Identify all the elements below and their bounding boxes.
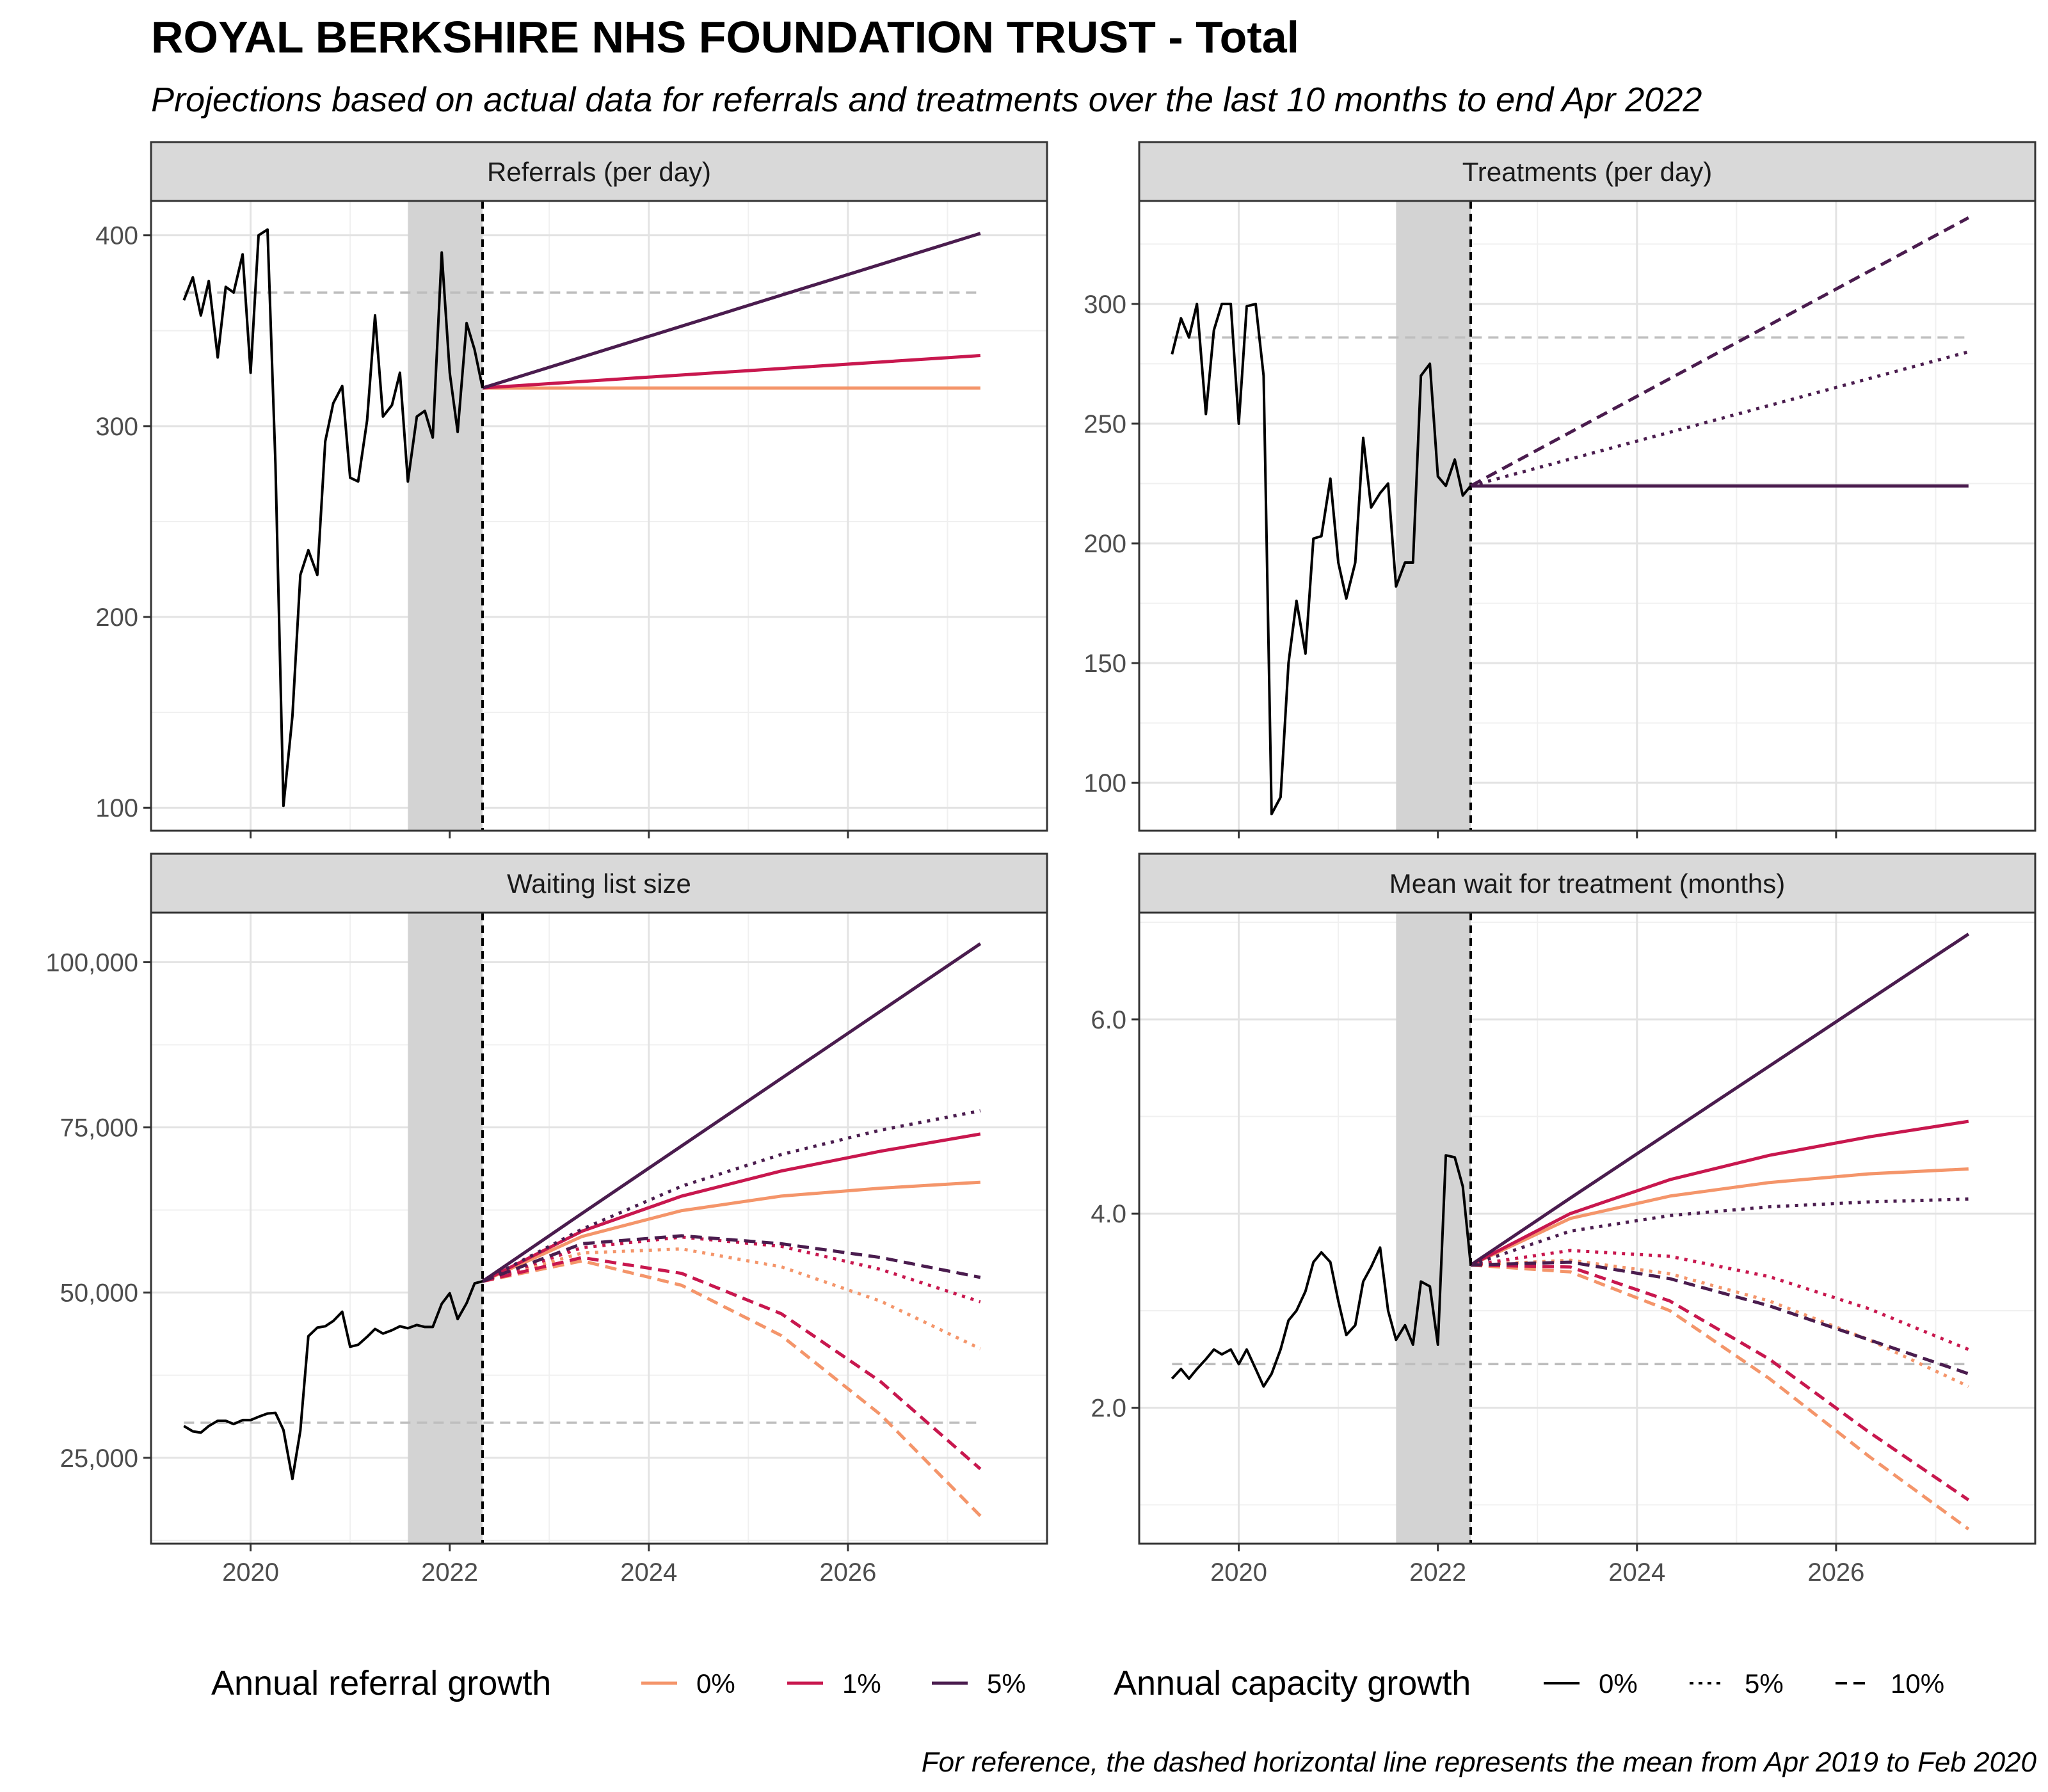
panel-strip-label: Mean wait for treatment (months) [1389,868,1786,899]
panel-border [150,200,1048,832]
actual-series [1171,1154,1472,1388]
projection-series-8 [482,1234,981,1283]
panel-strip-label: Waiting list size [507,868,691,899]
actual-series [1171,302,1472,815]
y-tick-label: 300 [1084,291,1126,319]
projection-series-5 [1470,1197,1969,1267]
panel-1: Treatments (per day) 100 150 200 250 300 [1084,141,2036,838]
projection-series-7 [1470,1263,1970,1501]
projection-series-0 [1469,1167,1969,1267]
projection-series-7 [482,1256,982,1471]
projection-series-6 [1470,1263,1970,1531]
projection-series-1 [481,1132,981,1283]
y-tick-label: 6.0 [1091,1006,1126,1034]
panel-0: Referrals (per day) 100 200 300 400 [95,141,1048,838]
legend-label-referral-0: 0% [696,1668,735,1699]
panel-strip [150,141,1048,202]
training-window [408,913,483,1544]
x-tick-label: 2026 [1807,1558,1864,1587]
panel-strip-label: Treatments (per day) [1462,157,1713,187]
training-window [1396,913,1471,1544]
panel-background [1139,913,2035,1544]
legend-referral-growth: Annual referral growth 0% 1% 5% [211,1664,1026,1702]
projection-series-3 [482,1247,981,1350]
panel-border [1138,200,2036,832]
y-tick-label: 100 [1084,769,1126,797]
y-tick-label: 200 [95,604,138,632]
y-tick-label: 4.0 [1091,1200,1126,1228]
panel-border [1138,911,2036,1545]
projection-series-1 [482,354,980,390]
panel-strip [1138,852,2036,914]
actual-series [183,1280,483,1480]
y-tick-label: 100,000 [45,948,138,977]
y-tick-label: 25,000 [60,1444,138,1473]
y-tick-label: 100 [95,794,138,822]
x-tick-label: 2026 [819,1558,876,1587]
facet-panels: Referrals (per day) 100 200 300 400 Treatment… [45,141,2036,1587]
chart-caption: For reference, the dashed horizontal lin… [922,1747,2037,1778]
training-window [1396,201,1471,831]
projection-series-2 [481,942,982,1283]
x-tick-label: 2020 [222,1558,279,1587]
panel-border [150,911,1048,1545]
legend-capacity-title: Annual capacity growth [1114,1664,1471,1702]
projection-series-4 [1470,1249,1969,1351]
panel-3: Mean wait for treatment (months) 2.0 4.0 6.… [1091,852,2036,1587]
panel-background [1139,201,2035,831]
y-tick-label: 300 [95,413,138,441]
projection-series-6 [482,1259,982,1517]
panel-strip [150,852,1048,914]
legend-label-capacity-1: 5% [1745,1668,1784,1699]
projection-series-2 [1469,216,1969,488]
y-tick-label: 150 [1084,650,1126,678]
chart-title: ROYAL BERKSHIRE NHS FOUNDATION TRUST - T… [151,12,1299,62]
y-tick-label: 250 [1084,410,1126,438]
x-tick-label: 2022 [421,1558,478,1587]
y-tick-label: 200 [1084,530,1126,558]
actual-series [182,228,484,808]
y-tick-label: 75,000 [60,1114,138,1142]
y-tick-label: 50,000 [60,1279,138,1308]
projection-series-8 [1470,1260,1969,1375]
legend-label-capacity-0: 0% [1599,1668,1638,1699]
x-tick-label: 2024 [1608,1558,1665,1587]
panel-strip-label: Referrals (per day) [487,157,711,187]
x-tick-label: 2020 [1210,1558,1267,1587]
legend-label-referral-2: 5% [987,1668,1026,1699]
panel-background [151,913,1047,1544]
legend-capacity-growth: Annual capacity growth 0% 5% 10% [1114,1664,1944,1702]
projection-series-1 [1469,1119,1969,1267]
panel-2: Waiting list size 25,000 50,000 75,000 100,0… [45,852,1048,1587]
y-tick-label: 2.0 [1091,1395,1126,1423]
y-tick-label: 400 [95,222,138,250]
projection-series-2 [482,232,981,390]
panel-background [151,201,1047,831]
legend-referral-title: Annual referral growth [211,1664,551,1702]
projection-series-0 [481,1180,980,1283]
x-tick-label: 2024 [620,1558,677,1587]
chart-subtitle: Projections based on actual data for ref… [151,81,1702,119]
legend-label-capacity-2: 10% [1891,1668,1944,1699]
legend-label-referral-1: 1% [842,1668,881,1699]
x-tick-label: 2022 [1409,1558,1466,1587]
projection-series-2 [1469,932,1970,1267]
